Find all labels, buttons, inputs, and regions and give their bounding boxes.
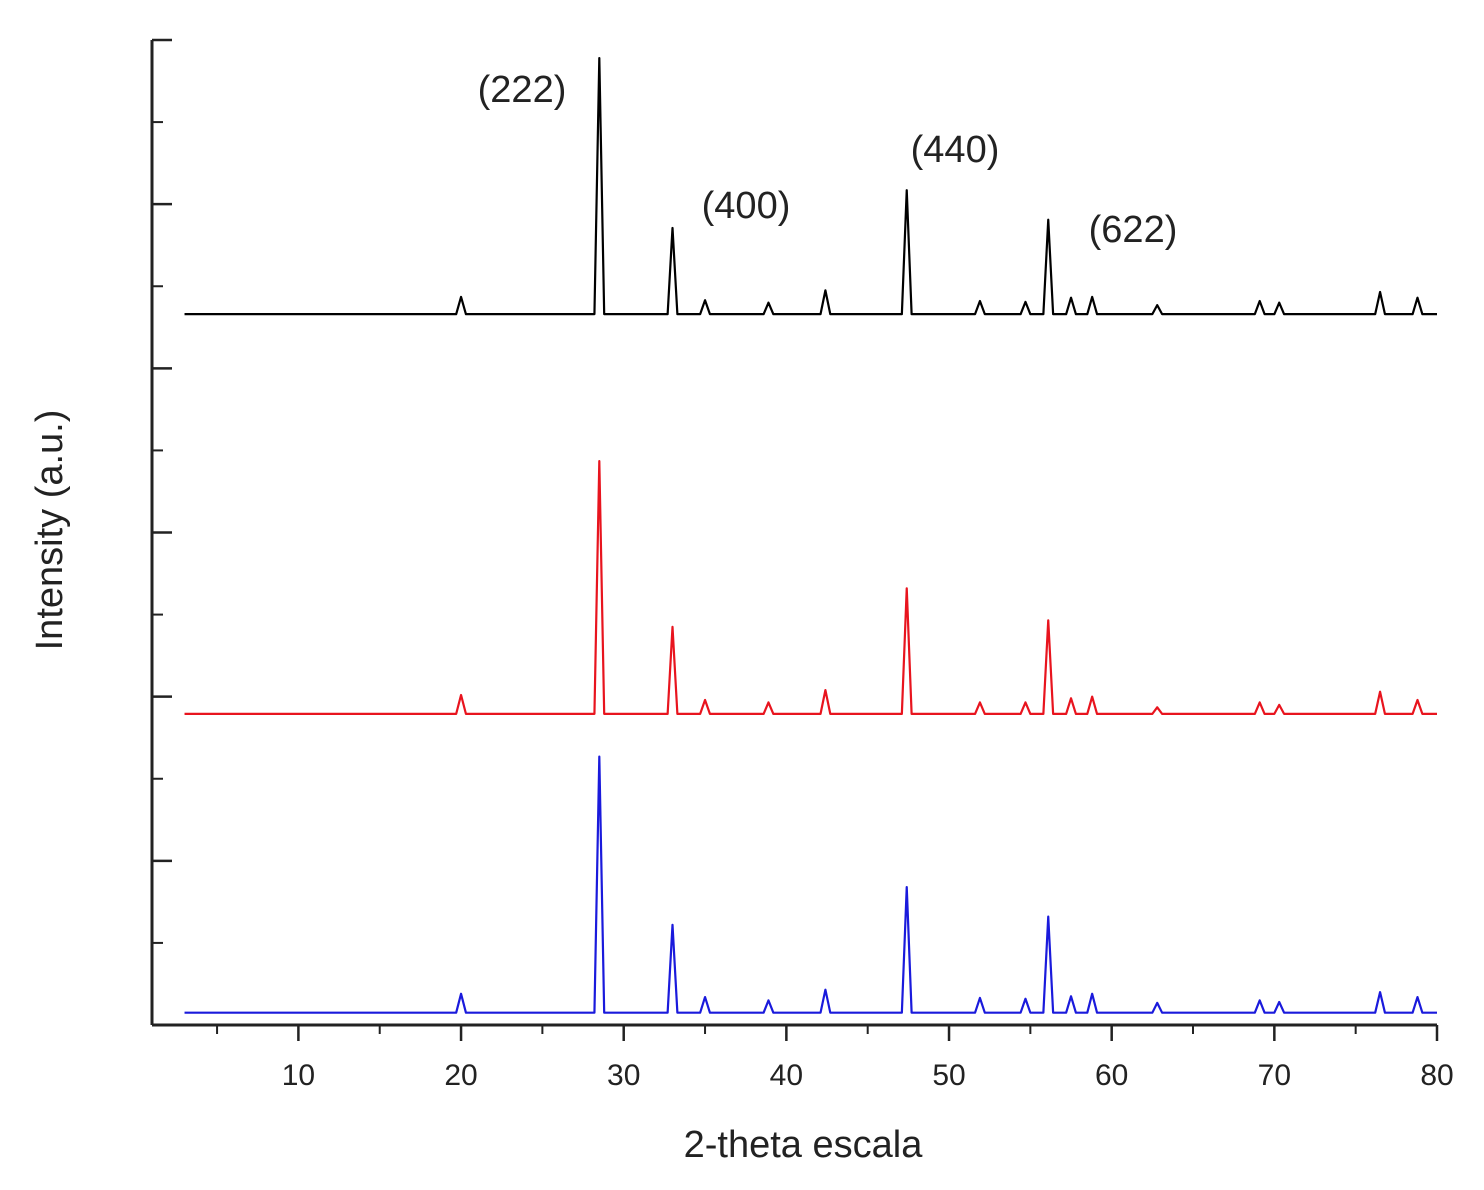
series-line: [184, 56, 1437, 316]
peak-annotation: (400): [702, 185, 791, 227]
x-tick-label: 80: [1420, 1059, 1453, 1092]
peak-annotation: (222): [478, 69, 567, 111]
peak-annotation: (622): [1089, 209, 1178, 251]
x-tick-label: 50: [932, 1059, 965, 1092]
x-tick-label: 70: [1258, 1059, 1291, 1092]
peak-annotation: (440): [911, 129, 1000, 171]
series-line: [184, 755, 1437, 1014]
x-tick-label: 40: [770, 1059, 803, 1092]
x-tick-label: 60: [1095, 1059, 1128, 1092]
x-tick-label: 20: [444, 1059, 477, 1092]
x-axis-title: 2-theta escala: [684, 1124, 924, 1166]
series-line: [184, 459, 1437, 716]
y-axis-title: Intensity (a.u.): [29, 410, 71, 651]
x-tick-label: 30: [607, 1059, 640, 1092]
x-tick-label: 10: [282, 1059, 315, 1092]
